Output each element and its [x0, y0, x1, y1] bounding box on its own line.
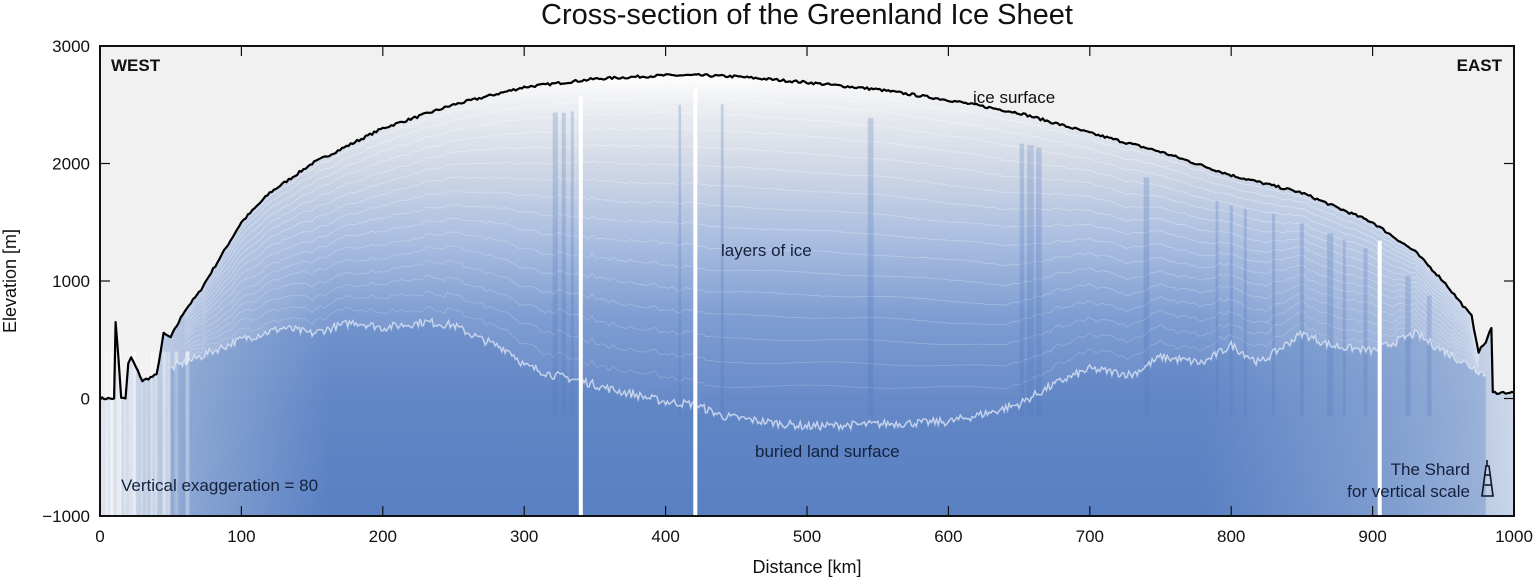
y-tick-label: 0 — [81, 390, 90, 409]
east-label: EAST — [1457, 56, 1503, 75]
shard-icon — [1481, 460, 1494, 497]
exaggeration-note: Vertical exaggeration = 80 — [121, 476, 318, 495]
west-label: WEST — [111, 56, 161, 75]
chart-title: Cross-section of the Greenland Ice Sheet — [541, 0, 1073, 31]
shard-label-line2: for vertical scale — [1347, 482, 1470, 501]
buried-land-surface-line — [170, 317, 1487, 433]
x-tick-label: 600 — [934, 527, 962, 546]
x-tick-label: 900 — [1358, 527, 1386, 546]
y-tick-label: −1000 — [42, 507, 90, 526]
plot-area — [100, 73, 1514, 516]
ice-surface-annotation: ice surface — [973, 88, 1055, 107]
y-tick-label: 2000 — [52, 155, 90, 174]
tick-labels: 0 100 200 300 400 500 600 700 800 900 1000 −1000 0 10… — [42, 37, 1533, 546]
shard-label-line1: The Shard — [1391, 460, 1470, 479]
ice-surface-line — [100, 73, 1514, 401]
x-axis-label: Distance [km] — [752, 557, 861, 577]
x-tick-label: 200 — [369, 527, 397, 546]
x-tick-label: 500 — [793, 527, 821, 546]
ice-radargram — [100, 74, 1514, 516]
x-tick-label: 100 — [227, 527, 255, 546]
data-gaps — [578, 88, 1382, 516]
axis-ticks — [99, 45, 1515, 517]
x-tick-label: 1000 — [1495, 527, 1533, 546]
x-tick-label: 400 — [651, 527, 679, 546]
layers-annotation: layers of ice — [721, 241, 812, 260]
bed-annotation: buried land surface — [755, 442, 900, 461]
x-tick-label: 800 — [1217, 527, 1245, 546]
x-tick-label: 0 — [95, 527, 104, 546]
y-tick-label: 1000 — [52, 272, 90, 291]
x-tick-label: 700 — [1076, 527, 1104, 546]
x-tick-label: 300 — [510, 527, 538, 546]
y-axis-label: Elevation [m] — [0, 229, 20, 333]
y-tick-label: 3000 — [52, 37, 90, 56]
